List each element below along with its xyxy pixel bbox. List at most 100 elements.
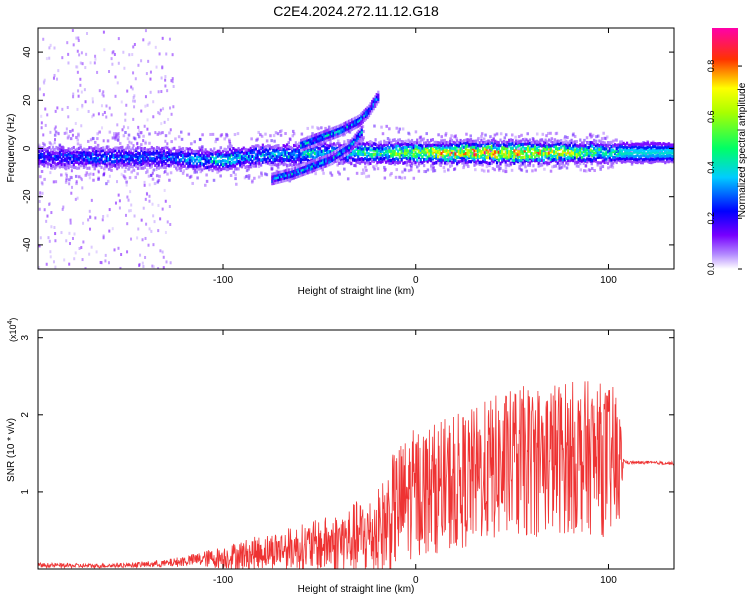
band-cell: [476, 156, 480, 160]
band-cell: [187, 151, 190, 155]
band-cell: [254, 164, 258, 168]
noise-cell: [46, 214, 49, 218]
band-cell: [126, 154, 129, 159]
band-cell: [390, 149, 393, 153]
band-cell: [530, 141, 533, 145]
noise-cell: [148, 199, 151, 203]
band-cell: [672, 143, 674, 147]
falling-branch-cell: [322, 160, 325, 164]
falling-branch-cell: [346, 142, 349, 146]
band-cell: [561, 143, 565, 148]
halo-cell: [535, 132, 539, 136]
band-cell: [407, 159, 410, 163]
band-cell: [582, 161, 585, 165]
band-cell: [506, 149, 509, 153]
falling-branch-cell: [331, 161, 334, 165]
falling-branch-cell: [320, 163, 323, 167]
band-cell: [473, 153, 476, 157]
band-cell: [504, 140, 507, 144]
band-cell: [391, 152, 395, 157]
band-cell: [485, 142, 488, 146]
band-cell: [343, 160, 346, 164]
rising-branch-cell: [358, 118, 361, 122]
snr-frame: [37, 329, 675, 570]
noise-cell: [75, 65, 78, 69]
band-cell: [624, 154, 627, 158]
band-cell: [225, 161, 228, 165]
rising-branch-cell: [300, 141, 303, 145]
noise-cell: [44, 123, 47, 127]
falling-branch-cell: [359, 130, 362, 134]
band-cell: [478, 141, 481, 145]
noise-cell: [54, 265, 57, 269]
band-cell: [159, 158, 162, 162]
band-cell: [124, 151, 127, 155]
noise-cell: [61, 107, 64, 111]
band-cell: [466, 148, 469, 152]
halo-cell: [64, 180, 68, 184]
band-cell: [462, 140, 466, 145]
band-cell: [263, 153, 266, 158]
band-cell: [563, 140, 566, 144]
band-cell: [318, 143, 322, 147]
band-cell: [376, 143, 379, 147]
band-cell: [357, 151, 360, 156]
band-cell: [386, 140, 389, 144]
band-cell: [454, 141, 457, 145]
halo-cell: [579, 168, 583, 172]
falling-branch-cell: [342, 152, 345, 156]
halo-cell: [108, 130, 112, 134]
band-cell: [596, 161, 599, 165]
band-cell: [381, 144, 384, 148]
band-cell: [459, 159, 462, 163]
rising-branch-cell: [334, 135, 337, 139]
band-cell: [93, 147, 96, 151]
band-cell: [338, 161, 341, 165]
band-cell: [556, 147, 559, 151]
band-cell: [292, 150, 296, 155]
band-cell: [501, 154, 504, 158]
halo-cell: [338, 142, 341, 146]
halo-cell: [127, 133, 131, 137]
band-cell: [234, 155, 237, 159]
band-cell: [318, 152, 322, 156]
band-cell: [480, 143, 483, 148]
band-cell: [428, 152, 431, 156]
band-cell: [234, 160, 237, 165]
band-cell: [232, 163, 235, 167]
band-cell: [50, 153, 53, 157]
band-cell: [76, 154, 79, 158]
band-cell: [445, 145, 448, 149]
rising-branch-cell: [371, 107, 374, 111]
falling-branch-cell: [278, 177, 282, 181]
band-cell: [641, 158, 644, 162]
halo-cell: [209, 132, 212, 136]
band-cell: [565, 157, 568, 161]
band-cell: [277, 162, 280, 167]
halo-cell: [601, 165, 605, 169]
halo-cell: [74, 174, 78, 178]
band-cell: [613, 143, 617, 147]
halo-cell: [259, 133, 262, 137]
falling-branch-cell: [314, 166, 317, 170]
noise-cell: [132, 96, 135, 100]
band-cell: [338, 143, 341, 147]
falling-branch-cell: [285, 173, 288, 177]
band-cell: [475, 142, 478, 146]
band-cell: [325, 147, 329, 152]
band-cell: [596, 151, 599, 155]
band-cell: [435, 153, 438, 157]
band-cell: [409, 149, 412, 153]
band-cell: [443, 149, 447, 153]
rising-branch-cell: [304, 137, 307, 141]
halo-cell: [114, 134, 118, 138]
noise-cell: [67, 52, 70, 56]
noise-cell: [38, 266, 41, 269]
band-cell: [365, 147, 369, 151]
band-cell: [391, 160, 395, 165]
band-cell: [67, 156, 70, 160]
falling-branch-cell: [298, 169, 302, 173]
noise-cell: [76, 65, 79, 69]
band-cell: [619, 156, 622, 161]
band-cell: [476, 143, 480, 148]
